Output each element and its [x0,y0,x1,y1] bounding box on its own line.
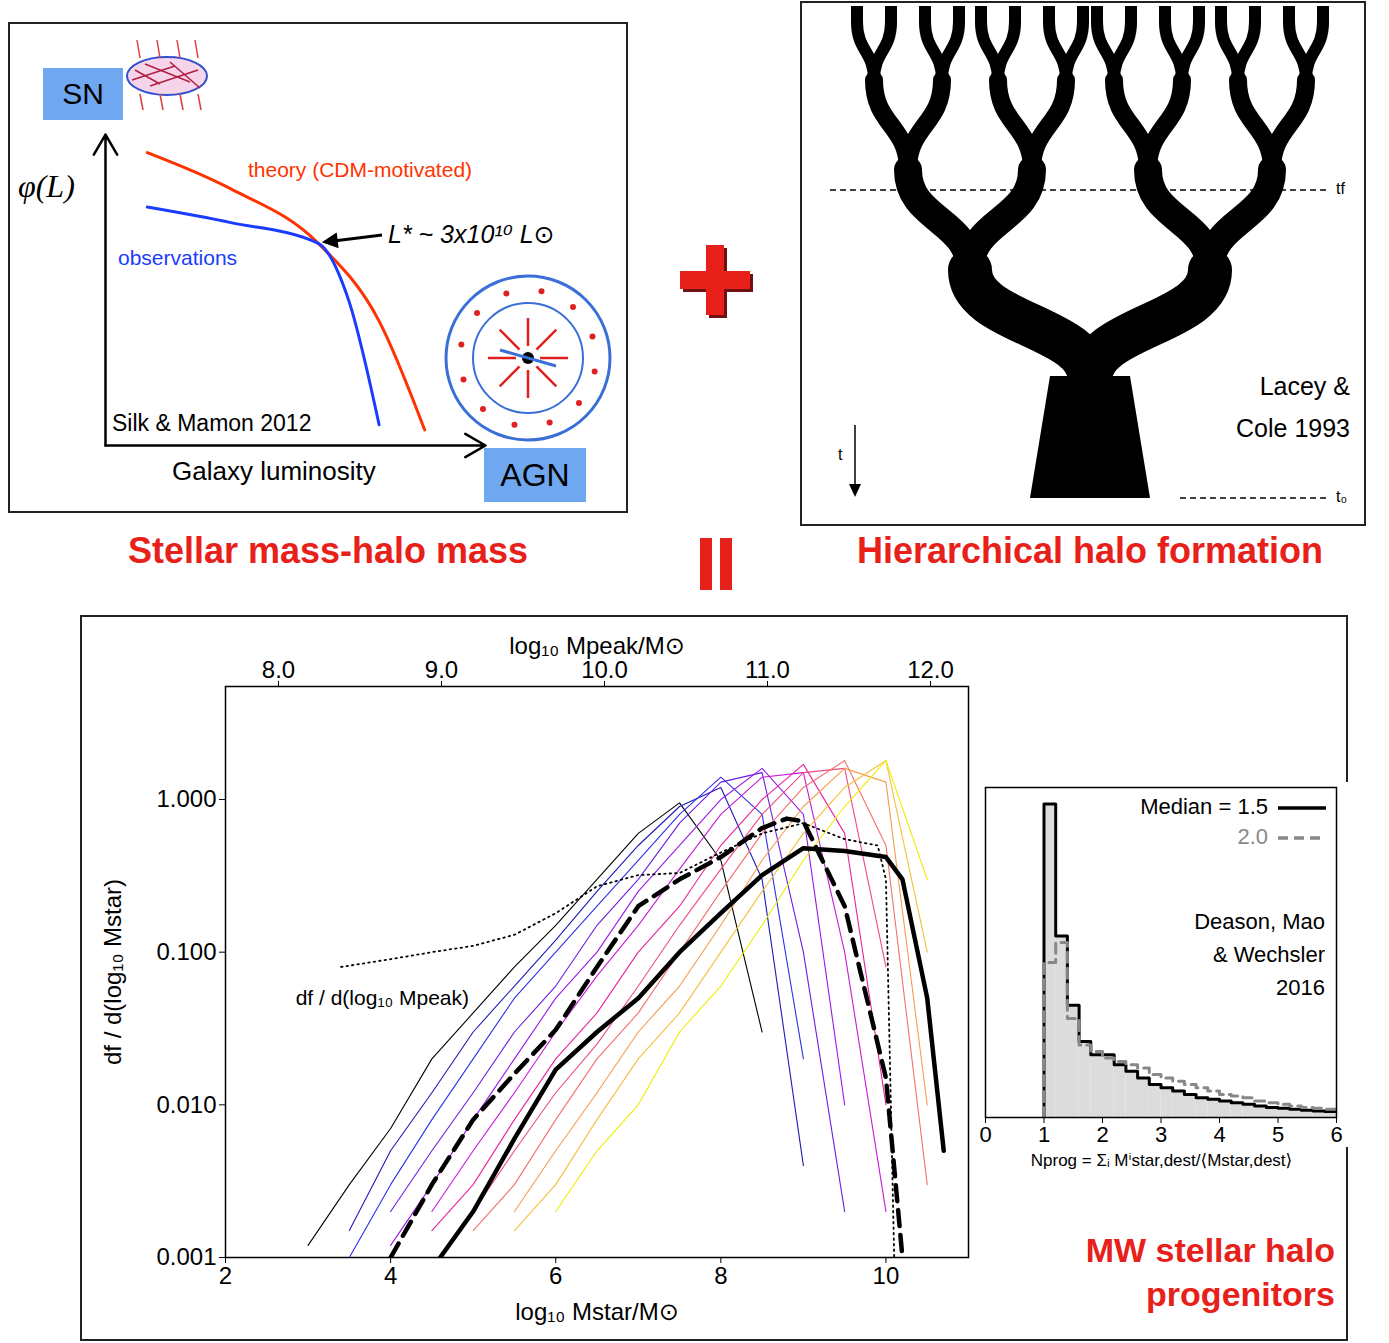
svg-text:1.000: 1.000 [156,785,216,812]
html-text:Lacey &: Lacey & [1259,372,1350,400]
html-text:Median = 1.5: Median = 1.5 [1140,794,1268,819]
svg-text:8.0: 8.0 [262,656,295,683]
svg-text:11.0: 11.0 [745,656,790,683]
html-text:Deason, Mao: Deason, Mao [1194,909,1325,934]
svg-text:log₁₀ Mstar/M⊙: log₁₀ Mstar/M⊙ [515,1298,679,1325]
html-text:Galaxy luminosity: Galaxy luminosity [172,456,376,486]
svg-text:1: 1 [1038,1122,1050,1147]
html-text:AGN: AGN [500,457,570,493]
svg-text:2: 2 [1096,1122,1108,1147]
svg-text:2: 2 [219,1262,232,1289]
html-text:t: t [838,446,843,463]
html-text:φ(L): φ(L) [18,168,75,204]
svg-text:10.0: 10.0 [581,656,628,683]
html-text:MW stellar halo: MW stellar halo [1085,1231,1335,1269]
html-text:L* ~ 3x10¹⁰ L⊙: L* ~ 3x10¹⁰ L⊙ [388,220,555,248]
svg-text:5: 5 [1272,1122,1284,1147]
svg-text:0: 0 [979,1122,991,1147]
svg-text:4: 4 [1213,1122,1225,1147]
svg-text:6: 6 [549,1262,562,1289]
html-text:t₀: t₀ [1336,488,1348,505]
svg-text:df / d(log₁₀ Mstar): df / d(log₁₀ Mstar) [99,879,126,1065]
svg-text:6: 6 [1330,1122,1342,1147]
html-text:Silk & Mamon 2012: Silk & Mamon 2012 [112,410,312,436]
html-text:& Wechsler: & Wechsler [1212,942,1325,967]
html-text:SN: SN [62,77,104,110]
svg-text:4: 4 [384,1262,397,1289]
html-text:2.0: 2.0 [1237,824,1268,849]
svg-text:0.001: 0.001 [156,1243,216,1270]
html-text:Stellar mass-halo mass: Stellar mass-halo mass [127,530,529,571]
html-text:tf: tf [1336,180,1345,197]
svg-text:12.0: 12.0 [907,656,954,683]
svg-text:9.0: 9.0 [425,656,458,683]
svg-text:10: 10 [873,1262,900,1289]
html-text:Nprog = Σᵢ Mⁱstar,dest/⟨Mstar,: Nprog = Σᵢ Mⁱstar,dest/⟨Mstar,dest⟩ [1030,1151,1293,1170]
html-text:observations: observations [118,246,238,269]
html-text:Hierarchical halo formation: Hierarchical halo formation [856,530,1324,571]
svg-text:log₁₀ Mpeak/M⊙: log₁₀ Mpeak/M⊙ [509,632,685,659]
svg-text:0.100: 0.100 [156,938,216,965]
html-text:Cole 1993: Cole 1993 [1236,414,1350,442]
html-text:2016: 2016 [1276,975,1325,1000]
svg-text:3: 3 [1155,1122,1167,1147]
svg-text:0.010: 0.010 [156,1091,216,1118]
html-text:progenitors: progenitors [1146,1275,1335,1313]
svg-text:df / d(log₁₀ Mpeak): df / d(log₁₀ Mpeak) [296,986,469,1009]
html-text:theory (CDM-motivated): theory (CDM-motivated) [248,158,473,181]
svg-text:8: 8 [714,1262,727,1289]
